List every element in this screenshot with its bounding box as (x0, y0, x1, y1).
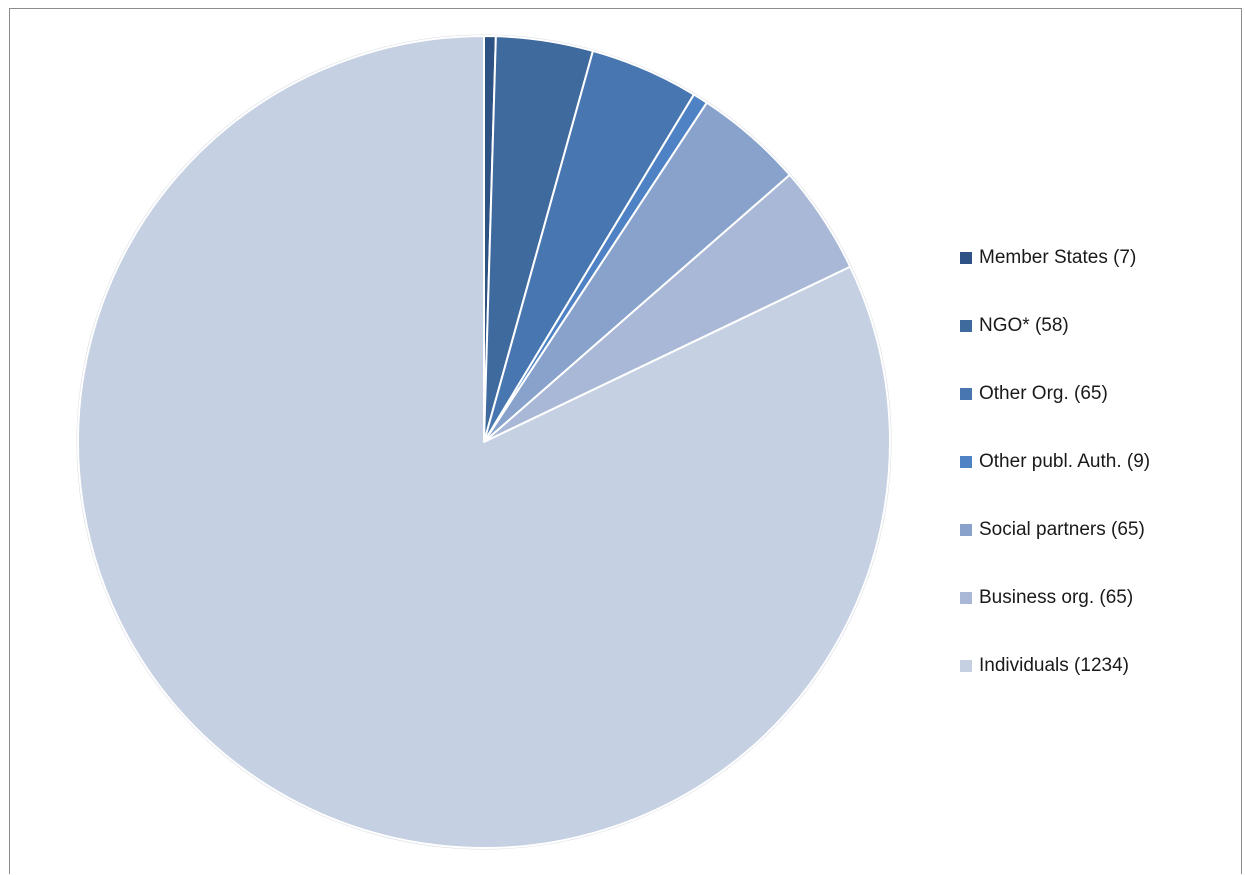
legend-label: Member States (7) (979, 247, 1137, 268)
legend-swatch (960, 320, 972, 332)
legend-label: Individuals (1234) (979, 655, 1129, 676)
legend-item: NGO* (58) (960, 315, 1240, 337)
legend: Member States (7) NGO* (58) Other Org. (65… (960, 247, 1240, 723)
pie-slice-individuals-1234 (77, 35, 891, 849)
legend-label: Other publ. Auth. (9) (979, 451, 1151, 472)
legend-item: Member States (7) (960, 247, 1240, 269)
legend-swatch (960, 456, 972, 468)
chart-area: Member States (7) NGO* (58) Other Org. (65… (9, 8, 1242, 874)
legend-item: Business org. (65) (960, 587, 1240, 609)
legend-swatch (960, 388, 972, 400)
legend-item: Social partners (65) (960, 519, 1240, 541)
legend-label: Social partners (65) (979, 519, 1145, 540)
legend-swatch (960, 592, 972, 604)
legend-swatch (960, 660, 972, 672)
legend-label: NGO* (58) (979, 315, 1069, 336)
legend-label: Other Org. (65) (979, 383, 1108, 404)
legend-item: Other publ. Auth. (9) (960, 451, 1240, 473)
legend-item: Individuals (1234) (960, 655, 1240, 677)
legend-swatch (960, 524, 972, 536)
legend-swatch (960, 252, 972, 264)
pie-chart (76, 34, 892, 850)
legend-label: Business org. (65) (979, 587, 1134, 608)
legend-item: Other Org. (65) (960, 383, 1240, 405)
